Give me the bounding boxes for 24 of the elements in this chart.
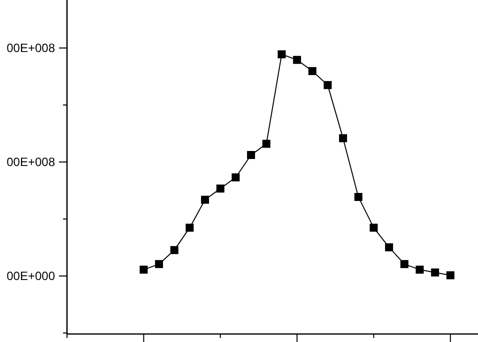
point (385, 243, 394, 252)
point (170, 246, 178, 254)
point (308, 67, 316, 76)
point (400, 260, 408, 268)
point (140, 266, 148, 274)
point (416, 266, 424, 274)
point (262, 140, 270, 148)
point (431, 268, 440, 276)
point (354, 192, 362, 201)
point (370, 224, 378, 232)
point (247, 150, 256, 159)
text: 00E+008 (6, 155, 56, 170)
point (201, 196, 210, 204)
text: 00E+008 (6, 41, 56, 56)
point (446, 271, 454, 280)
text: 00E+000 (6, 269, 56, 284)
point (278, 50, 286, 58)
point (293, 56, 302, 64)
point (232, 173, 240, 182)
point (155, 260, 164, 268)
point (186, 224, 194, 232)
point (216, 184, 224, 193)
point (339, 134, 348, 142)
point (324, 81, 332, 90)
